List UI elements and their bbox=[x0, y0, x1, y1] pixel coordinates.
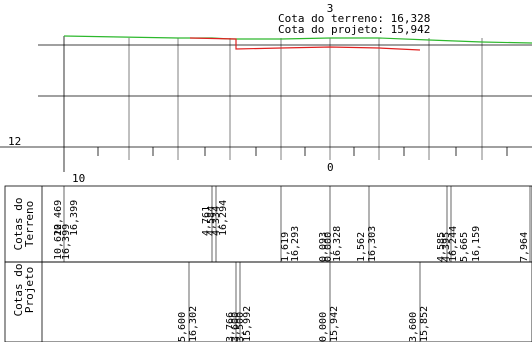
terrain-station-labels: 10,622 16,399 10,469 16,399 4,761 4,584 … bbox=[53, 186, 531, 262]
terrain-elevation: 16,293 bbox=[290, 226, 301, 262]
project-elevation: 15,942 bbox=[329, 306, 340, 342]
profile-grid bbox=[0, 36, 532, 172]
axis-ticks bbox=[97, 147, 508, 156]
project-elevation: 15,852 bbox=[419, 306, 430, 342]
project-row-frame bbox=[4, 261, 532, 342]
terrain-distance: 7,964 bbox=[519, 232, 530, 262]
project-elevation-label: Cota do projeto: 15,942 bbox=[278, 23, 430, 36]
project-elevation: 16,302 bbox=[188, 306, 199, 342]
project-distance: 5,600 bbox=[177, 312, 188, 342]
elevation-table bbox=[4, 185, 532, 342]
station-number: 3 bbox=[327, 2, 334, 15]
project-distance: 3,766 bbox=[225, 312, 236, 342]
terrain-distance: 0,093 bbox=[318, 232, 329, 262]
project-elevation: 15,992 bbox=[242, 306, 253, 342]
terrain-distance: 0,000 bbox=[323, 232, 334, 262]
terrain-row-title-line2: Terreno bbox=[23, 201, 36, 247]
terrain-elevation: 16,399 bbox=[61, 224, 72, 260]
terrain-distance: 4,334 bbox=[211, 206, 222, 236]
terrain-elevation: 16,303 bbox=[367, 226, 378, 262]
terrain-distance: 1,619 bbox=[280, 232, 291, 262]
project-row-title-line1: Cotas do bbox=[12, 264, 25, 317]
elevation-axis-label: 12 bbox=[8, 135, 21, 148]
terrain-distance: 4,395 bbox=[441, 232, 452, 262]
terrain-line bbox=[63, 35, 532, 44]
terrain-distance: 4,585 bbox=[436, 232, 447, 262]
terrain-distance: 4,584 bbox=[206, 206, 217, 236]
project-distance: 3,500 bbox=[235, 312, 246, 342]
terrain-distance: 4,761 bbox=[201, 206, 212, 236]
terrain-distance: 5,665 bbox=[459, 232, 470, 262]
terrain-distance: 1,562 bbox=[356, 232, 367, 262]
terrain-distance: 10,469 bbox=[53, 200, 64, 236]
terrain-elevation: 16,244 bbox=[448, 226, 459, 262]
project-station-labels: 5,600 16,302 3,766 3,600 3,500 15,992 0,… bbox=[177, 262, 430, 342]
station-label-left: 10 bbox=[72, 172, 85, 185]
terrain-elevation: 16,159 bbox=[471, 226, 482, 262]
terrain-elevation: 16,399 bbox=[69, 200, 80, 236]
terrain-elevation: 16,294 bbox=[218, 200, 229, 236]
terrain-row-title-line1: Cotas do bbox=[12, 198, 25, 251]
grid-verticals bbox=[128, 38, 483, 160]
station-label-center: 0 bbox=[327, 161, 334, 174]
project-distance: 0,000 bbox=[318, 312, 329, 342]
project-distance: 3,600 bbox=[230, 312, 241, 342]
project-line bbox=[189, 37, 421, 51]
terrain-distance: 10,622 bbox=[53, 224, 64, 260]
terrain-elevation: 16,328 bbox=[332, 226, 343, 262]
terrain-elevation-label: Cota do terreno: 16,328 bbox=[278, 12, 430, 25]
project-row-title-line2: Projeto bbox=[23, 267, 36, 313]
project-distance: 3,600 bbox=[408, 312, 419, 342]
